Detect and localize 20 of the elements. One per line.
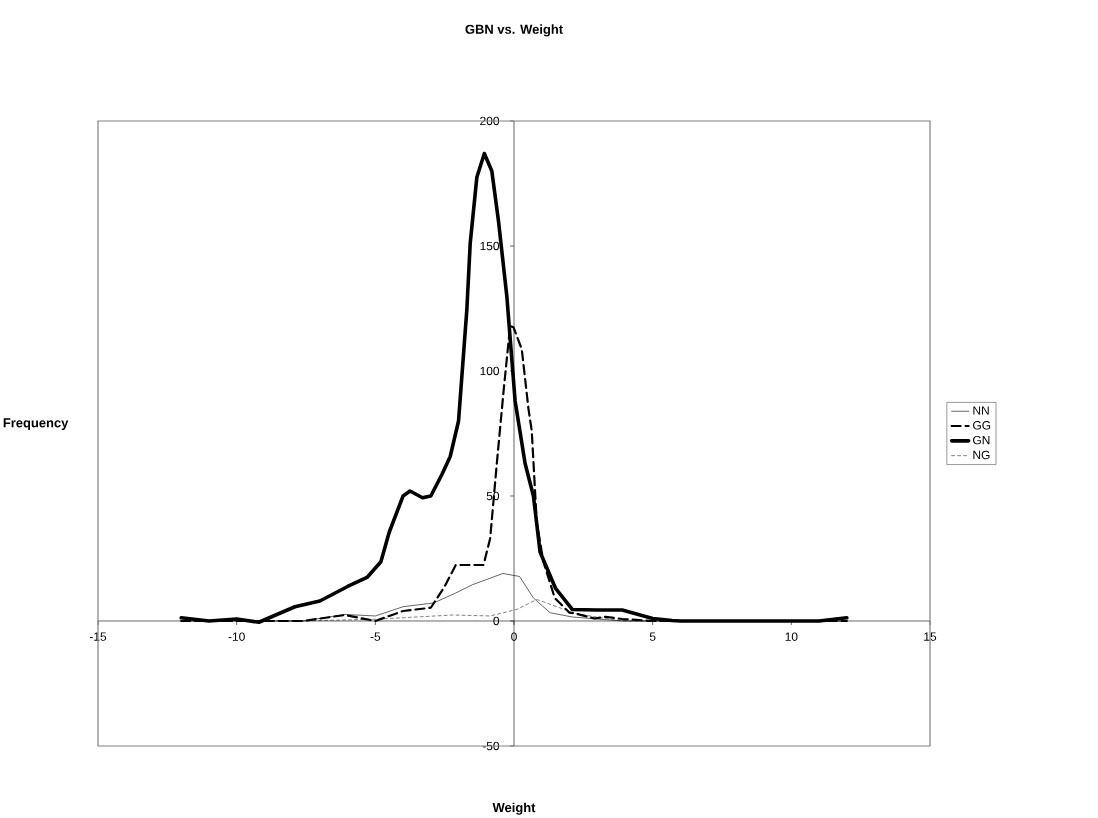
- legend-label: NG: [973, 450, 990, 460]
- x-tick-label: 10: [785, 632, 798, 641]
- legend-label: GG: [973, 421, 991, 430]
- y-tick-label: 150: [480, 241, 500, 251]
- legend-label: GN: [973, 435, 990, 445]
- chart-title: GBN vs. Weight: [465, 24, 563, 37]
- y-tick-label: -50: [482, 741, 500, 751]
- y-axis-title: Frequency: [3, 418, 69, 430]
- y-tick-label: 200: [480, 116, 500, 126]
- y-tick-label: 0: [493, 616, 500, 626]
- x-tick-label: -5: [370, 632, 381, 641]
- y-tick-label: 50: [486, 491, 500, 501]
- x-tick-label: -10: [228, 632, 245, 641]
- y-tick-label: 100: [480, 366, 500, 376]
- legend-label: NN: [973, 406, 989, 415]
- x-tick-label: 15: [924, 632, 937, 641]
- x-tick-label: -15: [89, 632, 107, 641]
- x-tick-label: 5: [649, 632, 656, 641]
- x-tick-label: 0: [511, 632, 517, 641]
- x-axis-title: Weight: [492, 802, 536, 815]
